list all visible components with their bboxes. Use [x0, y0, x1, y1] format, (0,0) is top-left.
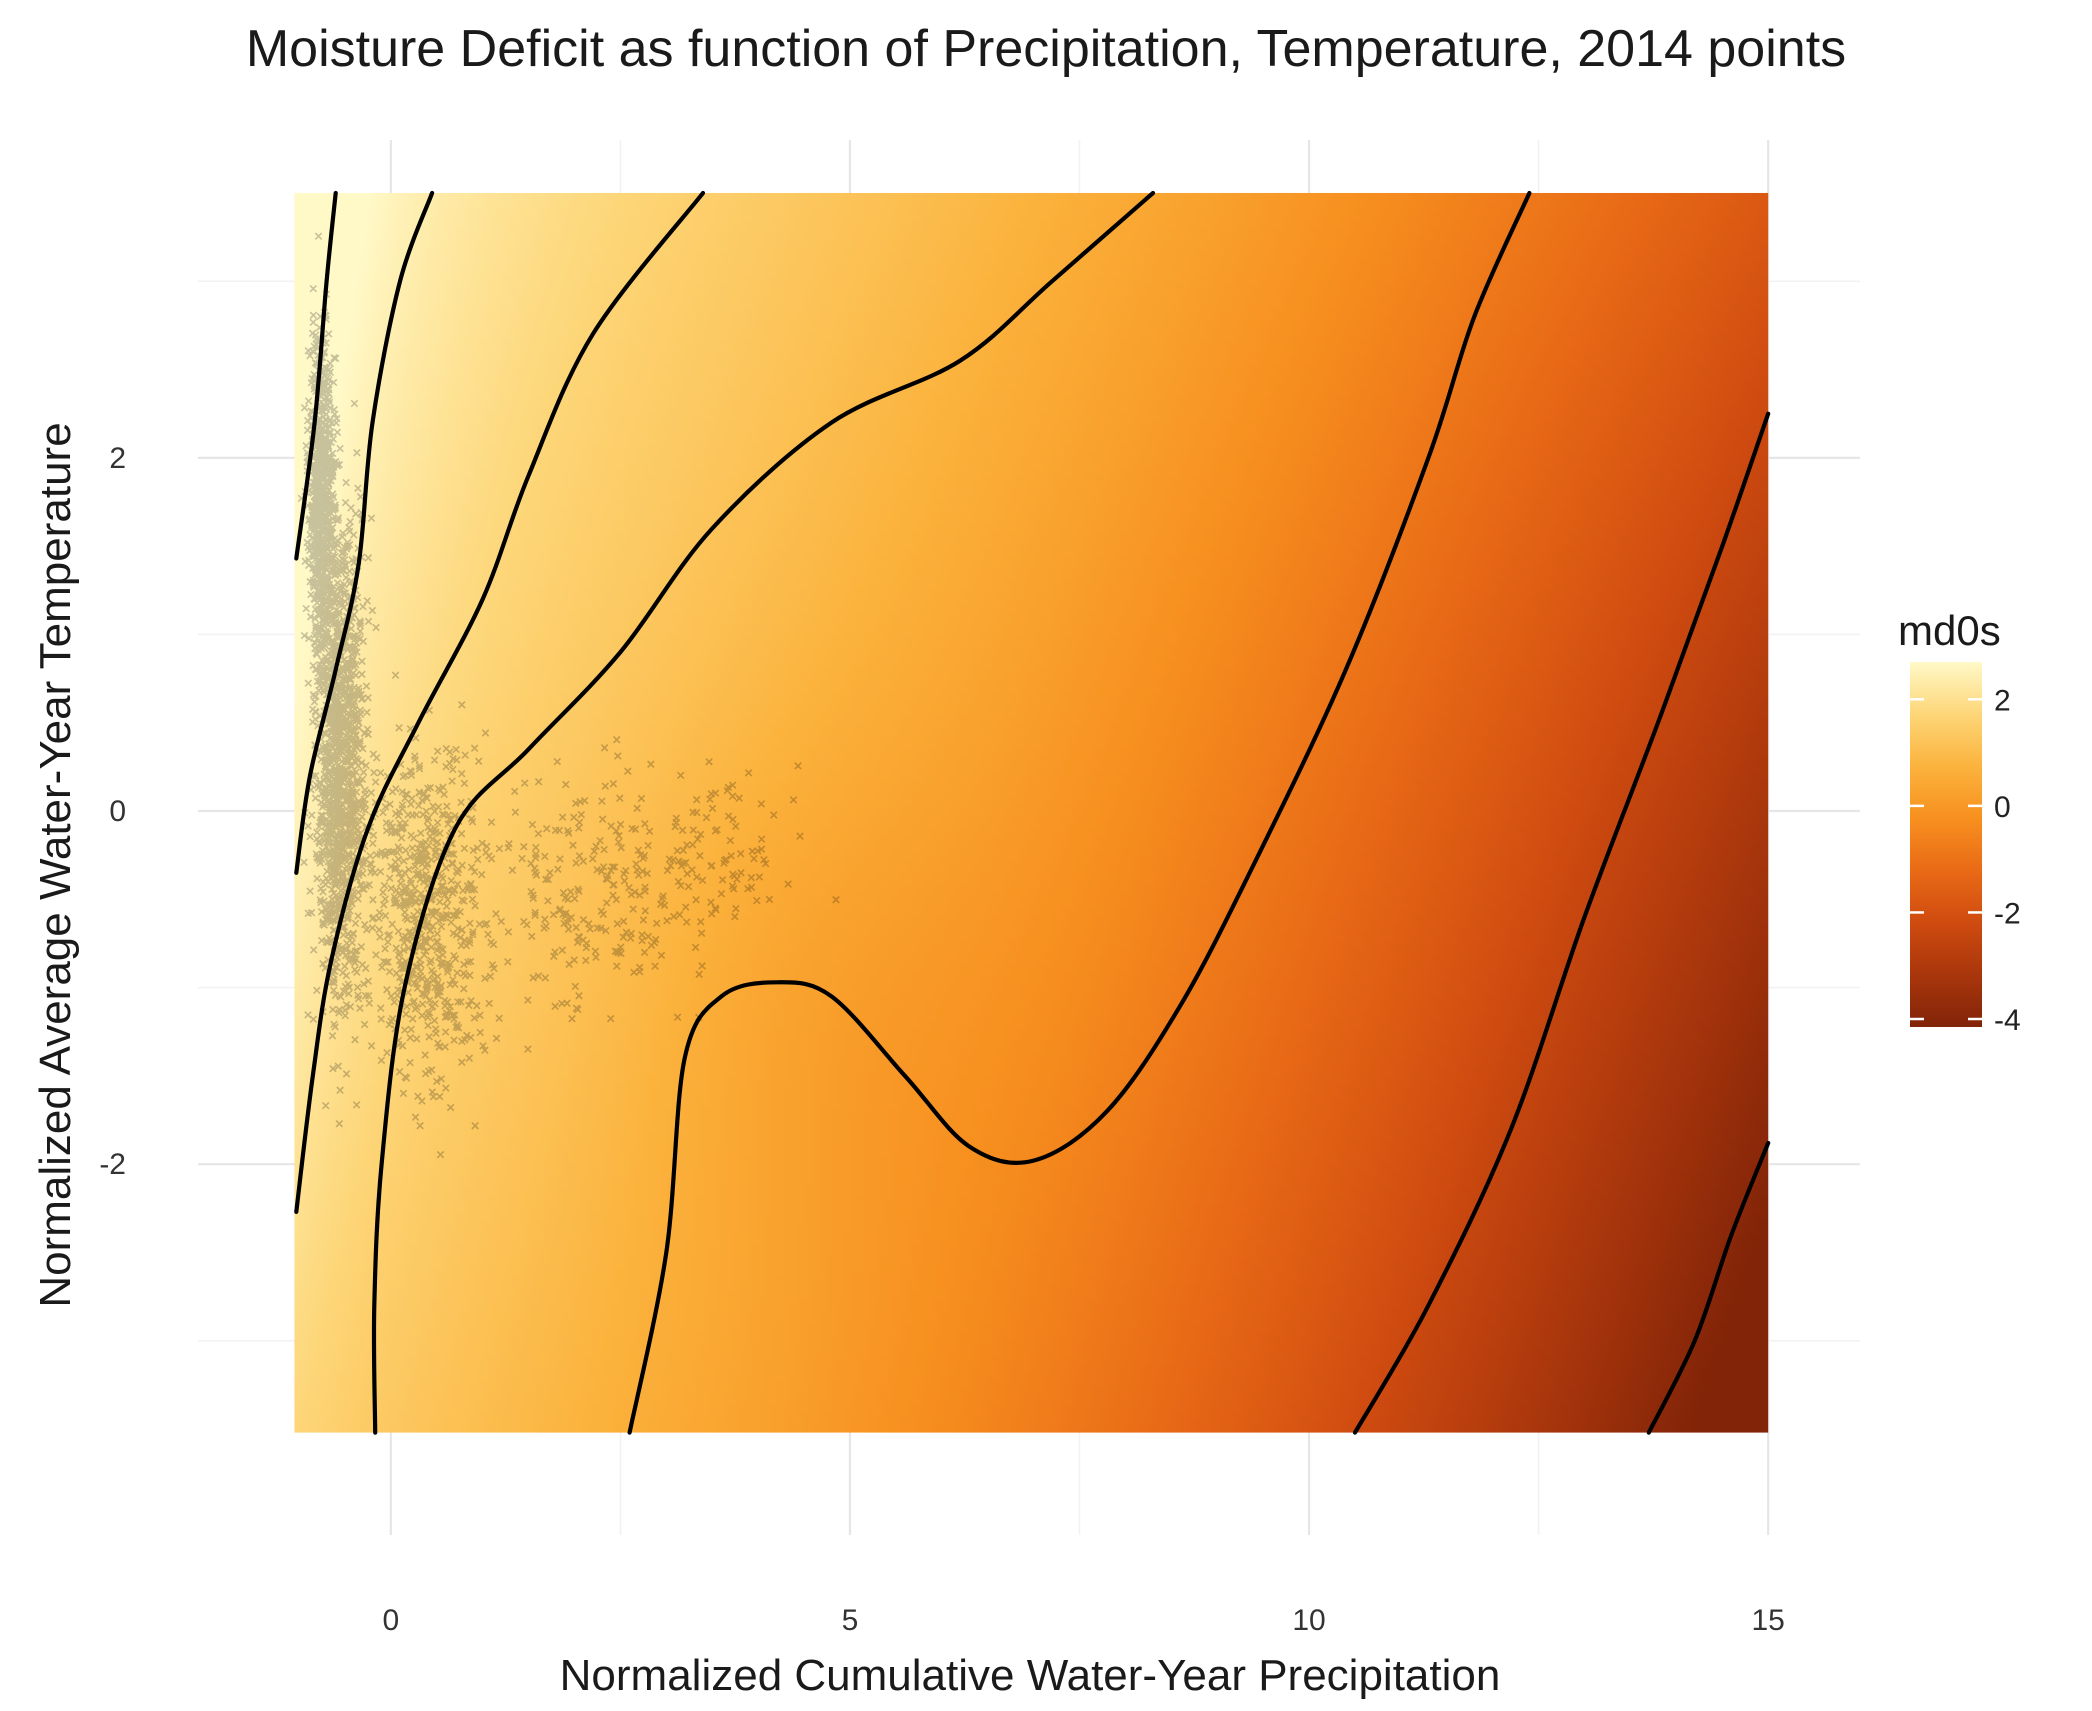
axes: 0 5 10 15 -2 0 2	[99, 442, 1785, 1637]
x-tick-label: 10	[1292, 1604, 1325, 1637]
y-tick-label: -2	[99, 1148, 126, 1181]
contour-line-4	[371, 190, 1156, 1435]
contour-line-7	[1646, 1140, 1771, 1435]
legend-color-bar	[1910, 662, 1982, 1027]
contour-line-1	[294, 190, 338, 561]
surface	[294, 192, 1769, 1433]
contour-line-6	[1352, 411, 1771, 1435]
y-tick-label: 2	[109, 442, 126, 475]
legend-title: md0s	[1898, 607, 2001, 654]
legend-tick-label: -2	[1994, 897, 2021, 930]
legend-tick-label: 0	[1994, 791, 2011, 824]
legend-tick-label: -4	[1994, 1004, 2021, 1037]
x-tick-label: 5	[842, 1604, 859, 1637]
contour-line-2	[294, 190, 435, 875]
y-tick-label: 0	[109, 795, 126, 828]
y-axis-label: Normalized Average Water-Year Temperatur…	[31, 422, 80, 1307]
contour-lines	[294, 190, 1771, 1435]
chart-title: Moisture Deficit as function of Precipit…	[246, 20, 1846, 78]
surface-fill	[294, 192, 1769, 1433]
contour-line-5	[627, 190, 1532, 1435]
x-tick-label: 15	[1751, 1604, 1784, 1637]
contour-line-3	[294, 190, 706, 1214]
x-axis-label: Normalized Cumulative Water-Year Precipi…	[560, 1651, 1501, 1700]
legend: md0s 2 0 -2 -4	[1898, 607, 2021, 1037]
scatter-point-marks	[297, 232, 840, 1159]
legend-tick-label: 2	[1994, 684, 2011, 717]
scatter-points	[297, 232, 840, 1159]
x-tick-label: 0	[382, 1604, 399, 1637]
